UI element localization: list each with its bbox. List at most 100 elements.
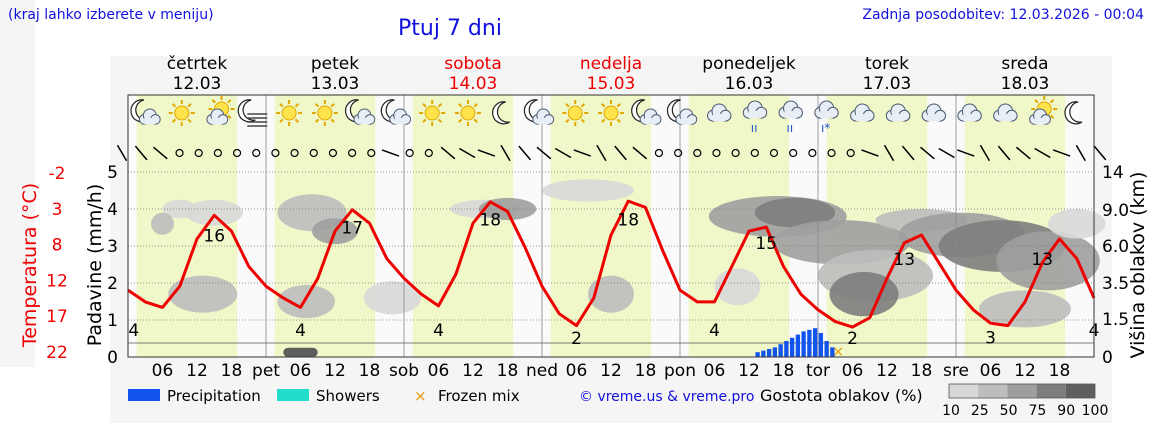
precip-bar (772, 347, 778, 357)
temperature-label: 4 (295, 321, 306, 341)
x-tick-label: 12 (186, 361, 208, 381)
x-tick-label: 18 (1049, 361, 1071, 381)
legend: Precipitation Showers × Frozen mix © vreme.u… (128, 383, 1108, 419)
sun-ray (330, 103, 335, 108)
wind-barb (997, 145, 1011, 161)
wind-calm-mark (654, 148, 664, 158)
temperature-label: 4 (709, 321, 720, 341)
sun-ray (279, 118, 284, 123)
x-tick-label: 18 (911, 361, 933, 381)
precip-bar (818, 333, 824, 357)
wind-calm-mark (271, 148, 280, 158)
cloud-part (963, 113, 976, 122)
cloud-icon (921, 103, 947, 122)
precip-bar (784, 341, 789, 357)
cloud-density-blob (185, 199, 243, 226)
x-tick-label: 18 (497, 361, 519, 381)
x-tick-label: sob (389, 361, 419, 381)
daylight-band (412, 95, 514, 357)
cloud-part (211, 117, 223, 125)
temperature-label: 2 (571, 329, 582, 349)
wind-barb (1015, 146, 1031, 160)
temperature-label: 17 (341, 218, 363, 238)
wind-calm-mark (827, 148, 836, 158)
sun-ray (294, 103, 299, 108)
precip-tick-label: 1 (107, 311, 118, 331)
sun-ray (473, 118, 478, 123)
temp-tick-label: 17 (46, 307, 68, 327)
sun-ray (616, 103, 621, 108)
sun-ray (187, 103, 192, 108)
temperature-label: 18 (617, 211, 639, 231)
day-date: 12.03 (173, 74, 222, 94)
wind-calm-mark (674, 148, 683, 158)
wind-barb (1075, 144, 1086, 162)
precip-bar (778, 344, 783, 357)
wind-calm-mark (808, 148, 817, 158)
sun-cloud-icon (1029, 96, 1058, 125)
x-tick-label: 12 (600, 361, 622, 381)
day-date: 13.03 (311, 74, 360, 94)
wind-barb (901, 145, 915, 161)
sun-ray (565, 118, 570, 123)
cloud-height-tick-label: 1.5 (1102, 310, 1129, 330)
sun-ray (227, 99, 232, 104)
wind-barb (614, 145, 627, 161)
wind-barb (1093, 145, 1107, 161)
x-tick-label: 18 (221, 361, 243, 381)
wind-barb (152, 146, 168, 160)
sun-ray (458, 103, 463, 108)
sun-disc (603, 105, 619, 121)
sun-disc (317, 105, 333, 121)
sun-ray (580, 103, 586, 108)
precip-tick-label: 0 (107, 348, 118, 368)
sun-ray (1049, 99, 1055, 104)
wind-calm-mark (252, 148, 261, 158)
moon-cloud-icon (130, 99, 161, 125)
day-name: sreda (1001, 54, 1048, 74)
precip-bar (812, 328, 818, 357)
wind-barb (1052, 149, 1071, 157)
cloud-density-layer (151, 179, 1106, 357)
precip-bar (789, 337, 795, 357)
wind-calm-mark (348, 148, 357, 158)
x-tick-label: 12 (462, 361, 484, 381)
cloud-part (748, 110, 762, 119)
precip-tick-label: 5 (107, 163, 118, 183)
credit-text: © vreme.us & vreme.pro (579, 389, 754, 405)
moon-cloud-icon (380, 99, 412, 125)
x-tick-label: pet (252, 361, 280, 381)
cloud-density-blob (1048, 209, 1106, 239)
wind-calm-mark (232, 148, 242, 158)
x-tick-label: 06 (704, 361, 726, 381)
sun-ray (279, 103, 284, 108)
sun-icon (419, 100, 446, 126)
cloud-icon (993, 103, 1018, 122)
legend-label: Showers (316, 387, 380, 405)
cloud-height-tick-label: 9.0 (1102, 201, 1129, 221)
day-name: petek (311, 54, 359, 74)
cloud-density-swatch (1065, 384, 1095, 398)
cloud-part (144, 117, 156, 125)
temp-tick-label: 22 (46, 343, 68, 363)
precip-bar (761, 350, 766, 357)
sun-ray (601, 118, 606, 123)
cloud-density-swatch (1036, 384, 1066, 398)
cloud-part (927, 113, 941, 122)
cloud-part (394, 117, 406, 125)
cloud-density-scale-label: 10 (942, 403, 960, 419)
moon-icon (1064, 101, 1083, 125)
wind-calm-mark (290, 148, 299, 158)
wind-calm-mark (194, 148, 203, 158)
sun-icon (276, 100, 303, 126)
temperature-label: 3 (985, 329, 996, 349)
cloud-part (680, 117, 692, 125)
temp-tick-label: 12 (46, 271, 68, 291)
cloud-part (537, 117, 549, 125)
moon-cloud-icon (666, 99, 698, 125)
cloud-rain-icon: ıı (778, 100, 803, 135)
temperature-label: 18 (479, 211, 501, 231)
wind-barb (883, 144, 895, 162)
cloud-height-tick-label: 6.0 (1102, 237, 1129, 257)
last-updated: Zadnja posodobitev: 12.03.2026 - 00:04 (862, 7, 1144, 23)
